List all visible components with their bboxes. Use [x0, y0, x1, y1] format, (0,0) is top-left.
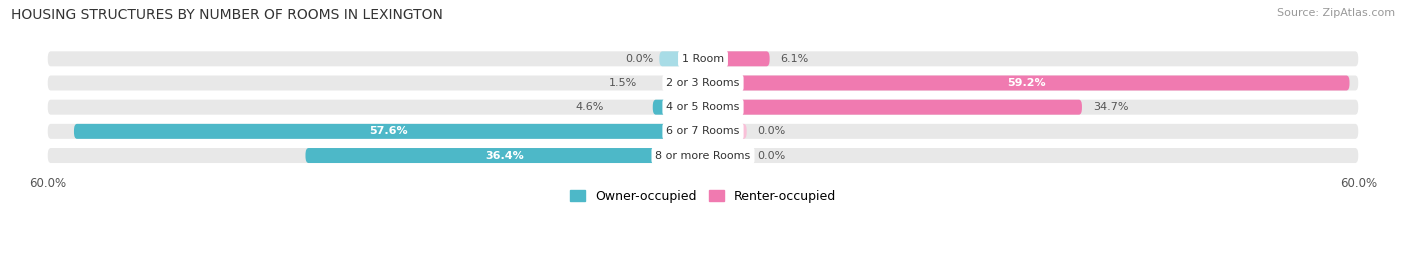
- Text: 0.0%: 0.0%: [758, 151, 786, 161]
- Text: 0.0%: 0.0%: [758, 126, 786, 136]
- FancyBboxPatch shape: [686, 76, 703, 90]
- FancyBboxPatch shape: [305, 148, 703, 163]
- Text: 4 or 5 Rooms: 4 or 5 Rooms: [666, 102, 740, 112]
- Text: 8 or more Rooms: 8 or more Rooms: [655, 151, 751, 161]
- FancyBboxPatch shape: [703, 148, 747, 163]
- FancyBboxPatch shape: [703, 124, 747, 139]
- Legend: Owner-occupied, Renter-occupied: Owner-occupied, Renter-occupied: [565, 185, 841, 208]
- Text: HOUSING STRUCTURES BY NUMBER OF ROOMS IN LEXINGTON: HOUSING STRUCTURES BY NUMBER OF ROOMS IN…: [11, 8, 443, 22]
- FancyBboxPatch shape: [703, 51, 769, 66]
- Text: 0.0%: 0.0%: [626, 54, 654, 64]
- FancyBboxPatch shape: [48, 148, 1358, 163]
- Text: 6.1%: 6.1%: [780, 54, 808, 64]
- FancyBboxPatch shape: [48, 76, 1358, 90]
- Text: 59.2%: 59.2%: [1007, 78, 1046, 88]
- FancyBboxPatch shape: [659, 51, 703, 66]
- Text: 36.4%: 36.4%: [485, 151, 523, 161]
- Text: 57.6%: 57.6%: [370, 126, 408, 136]
- Text: Source: ZipAtlas.com: Source: ZipAtlas.com: [1277, 8, 1395, 18]
- FancyBboxPatch shape: [48, 51, 1358, 66]
- Text: 6 or 7 Rooms: 6 or 7 Rooms: [666, 126, 740, 136]
- Text: 1.5%: 1.5%: [609, 78, 637, 88]
- FancyBboxPatch shape: [703, 100, 1083, 115]
- FancyBboxPatch shape: [75, 124, 703, 139]
- Text: 34.7%: 34.7%: [1092, 102, 1129, 112]
- FancyBboxPatch shape: [48, 100, 1358, 115]
- Text: 2 or 3 Rooms: 2 or 3 Rooms: [666, 78, 740, 88]
- FancyBboxPatch shape: [703, 76, 1350, 90]
- Text: 4.6%: 4.6%: [575, 102, 603, 112]
- FancyBboxPatch shape: [652, 100, 703, 115]
- FancyBboxPatch shape: [48, 124, 1358, 139]
- Text: 1 Room: 1 Room: [682, 54, 724, 64]
